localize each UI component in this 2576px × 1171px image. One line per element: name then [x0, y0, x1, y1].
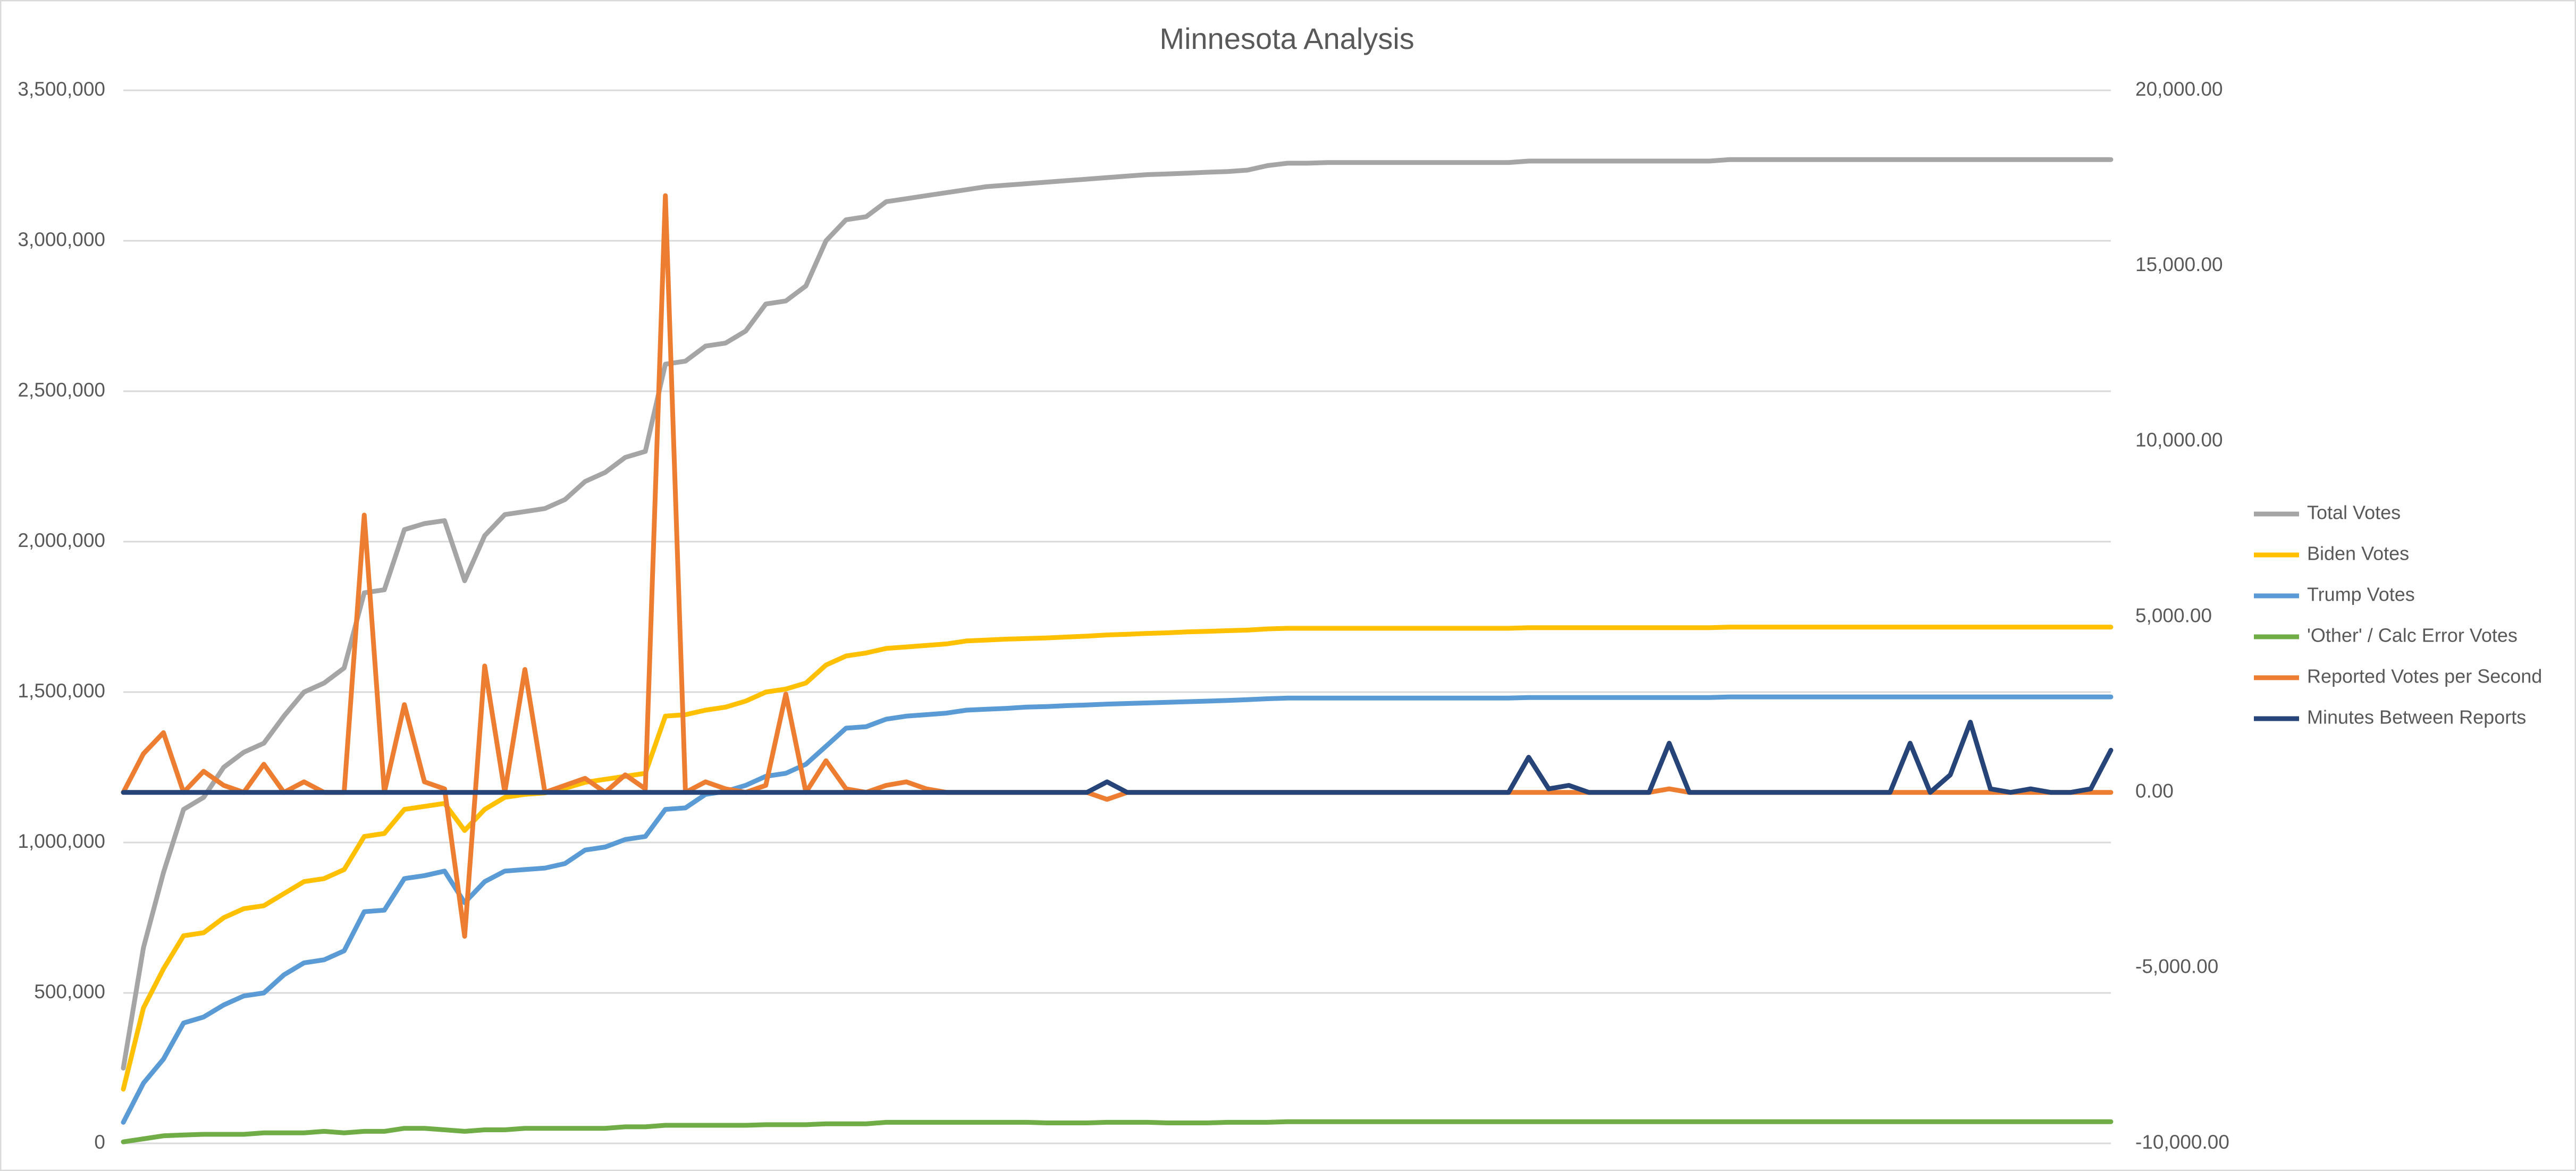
series-line: [121, 720, 2114, 795]
y-tick-label: 3,000,000: [18, 229, 105, 250]
y-tick-label: 3,500,000: [18, 78, 105, 100]
y-tick-label: 0: [94, 1131, 105, 1153]
series-line: [121, 1119, 2114, 1144]
legend-label: 'Other' / Calc Error Votes: [2307, 625, 2518, 646]
legend-label: Total Votes: [2307, 502, 2401, 524]
legend-label: Biden Votes: [2307, 543, 2409, 565]
y2-tick-label: 10,000.00: [2135, 429, 2223, 451]
legend-label: Trump Votes: [2307, 584, 2415, 605]
y-tick-label: 2,000,000: [18, 529, 105, 551]
y-tick-label: 2,500,000: [18, 379, 105, 401]
series-line: [121, 625, 2114, 1092]
y2-tick-label: 5,000.00: [2135, 604, 2212, 626]
y2-tick-label: 20,000.00: [2135, 78, 2223, 100]
y2-tick-label: -10,000.00: [2135, 1131, 2229, 1153]
chart-title: Minnesota Analysis: [1159, 22, 1414, 55]
y2-tick-label: 15,000.00: [2135, 254, 2223, 275]
y2-tick-label: 0.00: [2135, 780, 2174, 802]
legend-label: Reported Votes per Second: [2307, 665, 2542, 687]
legend-label: Minutes Between Reports: [2307, 706, 2526, 728]
series-line: [121, 694, 2114, 1125]
y2-tick-label: -5,000.00: [2135, 956, 2218, 978]
y-tick-label: 1,500,000: [18, 680, 105, 702]
y-tick-label: 1,000,000: [18, 830, 105, 852]
y-tick-label: 500,000: [34, 981, 105, 1002]
series-line: [121, 157, 2114, 1071]
